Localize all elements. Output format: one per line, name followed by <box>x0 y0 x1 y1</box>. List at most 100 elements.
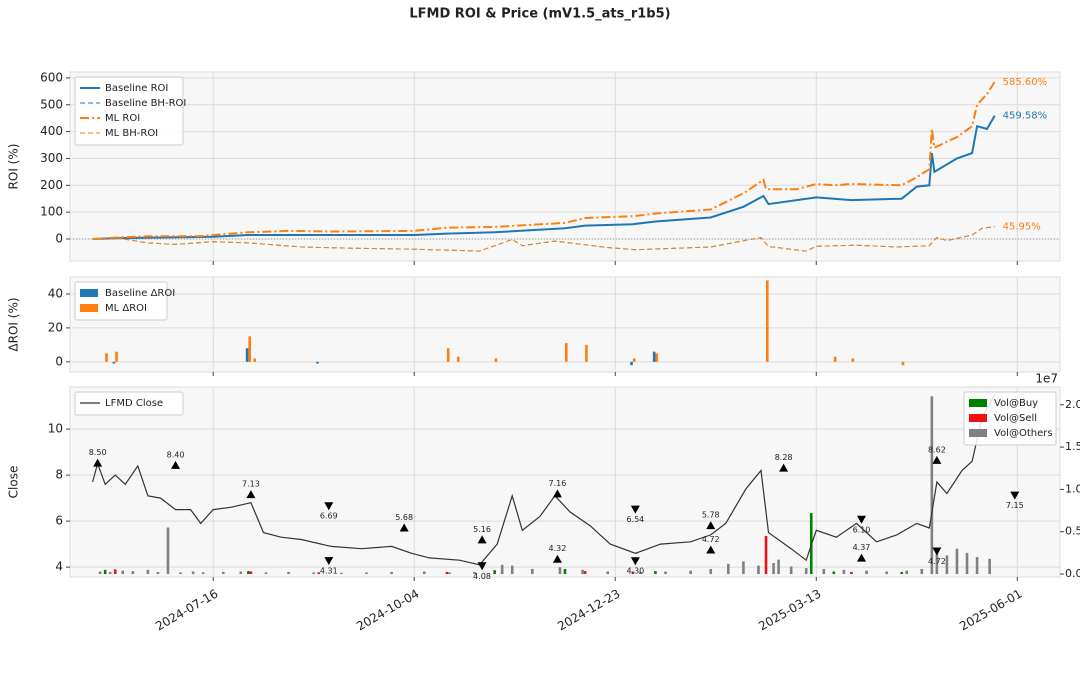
legend-label: Vol@Sell <box>994 413 1037 424</box>
trade-label: 4.31 <box>320 566 338 575</box>
y-axis-label: ΔROI (%) <box>7 297 21 351</box>
volume-bar <box>955 548 959 575</box>
volume-bar <box>340 572 343 575</box>
trade-marker <box>779 463 789 472</box>
trade-marker <box>706 521 716 530</box>
legend-label: Baseline ROI <box>105 83 168 94</box>
volume-bar <box>179 572 182 575</box>
legend-swatch <box>969 399 987 407</box>
volume-bar <box>727 563 730 575</box>
figure-title: LFMD ROI & Price (mV1.5_ats_r1b5) <box>409 7 670 22</box>
volume-bar <box>757 565 760 575</box>
plot-area <box>69 71 1061 262</box>
delta-bar <box>565 343 568 362</box>
x-tick-label: 2024-10-04 <box>354 587 421 634</box>
delta-bar <box>630 361 633 366</box>
y2-tick-label: 1.0 <box>1065 482 1080 495</box>
volume-bar <box>146 569 150 575</box>
trade-marker <box>630 505 640 514</box>
volume-bar <box>287 571 290 575</box>
volume-bar <box>98 571 102 575</box>
y-axis-label: Close <box>7 466 21 499</box>
y-tick-label: 300 <box>40 151 63 165</box>
y2-offset-label: 1e7 <box>1035 372 1058 386</box>
volume-bar <box>493 570 496 575</box>
x-tick-label: 2025-06-01 <box>957 587 1024 634</box>
volume-bar <box>606 571 610 575</box>
volume-bar <box>113 569 117 575</box>
volume-bar <box>312 572 316 575</box>
end-label: 45.95% <box>1003 222 1041 233</box>
volume-bar <box>689 570 692 575</box>
y-tick-label: 8 <box>55 468 63 482</box>
trade-label: 4.08 <box>473 572 491 581</box>
trade-marker <box>932 455 942 464</box>
volume-bar <box>365 572 368 575</box>
trade-label: 4.72 <box>702 535 720 544</box>
trade-marker <box>246 490 256 499</box>
volume-bar <box>166 527 170 575</box>
trade-label: 5.78 <box>702 511 720 520</box>
volume-bar <box>201 572 205 575</box>
legend-label: Vol@Others <box>994 428 1053 439</box>
delta-bar <box>316 361 319 364</box>
legend-box <box>74 76 184 146</box>
y-tick-label: 100 <box>40 205 63 219</box>
legend-box <box>74 391 184 416</box>
trade-label: 5.16 <box>473 525 491 534</box>
delta-bar <box>115 351 118 362</box>
volume-bar <box>191 571 195 575</box>
volume-bar <box>764 535 768 575</box>
delta-bar <box>105 353 108 362</box>
volume-bar <box>563 568 567 575</box>
delta-bar <box>652 351 656 362</box>
delta-bar <box>833 356 837 362</box>
volume-bar <box>842 569 846 575</box>
delta-bar <box>585 344 588 362</box>
y-tick-label: 20 <box>48 320 63 334</box>
plot-area <box>69 386 1061 578</box>
trade-marker <box>171 460 181 469</box>
trade-marker <box>706 545 716 554</box>
legend-label: Vol@Buy <box>994 398 1038 409</box>
volume-bar <box>448 572 451 575</box>
series-line <box>92 115 996 240</box>
delta-bar <box>901 361 905 366</box>
volume-bar <box>156 571 160 575</box>
volume-bar <box>221 571 225 575</box>
trade-label: 8.28 <box>775 453 793 462</box>
volume-bar <box>445 571 449 575</box>
volume-bar <box>121 570 125 575</box>
legend-label: Baseline BH-ROI <box>105 98 186 109</box>
delta-bar <box>632 358 636 362</box>
volume-bar <box>822 568 826 575</box>
volume-bar <box>639 571 642 575</box>
trade-label: 4.37 <box>853 543 871 552</box>
y2-tick-label: 1.5 <box>1065 440 1080 453</box>
volume-bar <box>558 567 562 575</box>
delta-bar <box>446 348 450 362</box>
series-line <box>92 226 995 252</box>
trade-marker <box>856 553 866 562</box>
volume-bar <box>850 571 853 575</box>
trade-marker <box>630 557 640 566</box>
legend-swatch <box>969 414 987 422</box>
volume-bar <box>239 571 243 575</box>
x-tick-label: 2024-12-23 <box>555 587 622 634</box>
trade-label: 6.10 <box>853 525 871 534</box>
legend-swatch <box>80 289 98 297</box>
volume-bar <box>317 572 321 575</box>
delta-bar <box>655 353 659 362</box>
trade-marker <box>324 556 334 565</box>
delta-bar <box>851 358 855 362</box>
y2-tick-label: 0.5 <box>1065 525 1080 538</box>
trade-label: 8.40 <box>167 450 185 459</box>
volume-bar <box>945 555 949 575</box>
trade-label: 7.13 <box>242 480 260 489</box>
delta-bar <box>112 361 116 364</box>
trade-marker <box>552 489 562 498</box>
volume-bar <box>510 565 514 575</box>
delta-bar <box>245 348 249 362</box>
volume-bar <box>131 571 135 575</box>
